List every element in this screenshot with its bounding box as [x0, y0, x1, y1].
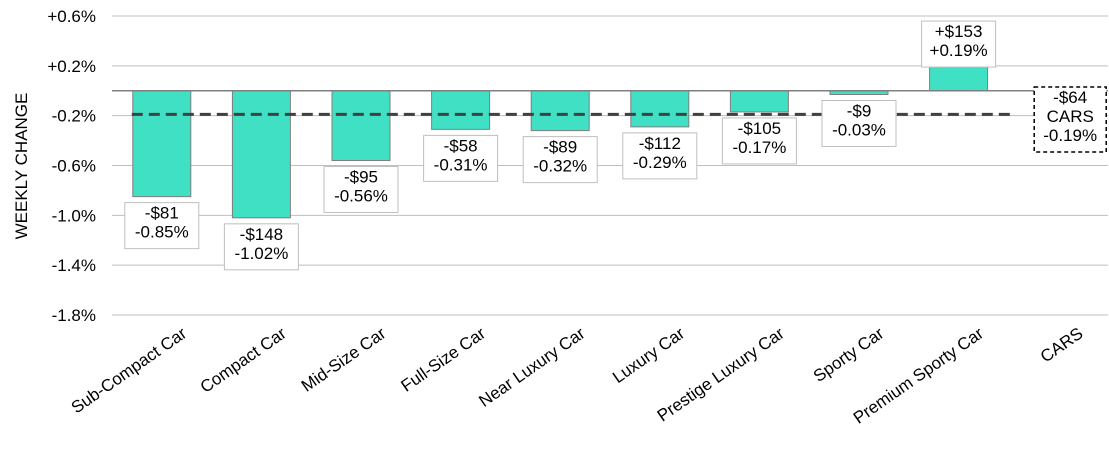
bar [530, 90, 590, 132]
data-labels: -$81-0.85% -$148-1.02% -$95-0.56% -$58-0.31… [124, 20, 1107, 271]
data-label: -$58 [444, 136, 478, 155]
data-label: -0.29% [633, 153, 687, 172]
bar [729, 90, 789, 113]
data-label: -0.31% [434, 155, 488, 174]
y-tick-label: -0.6% [52, 157, 96, 176]
bar [231, 90, 291, 219]
data-label-box [1033, 86, 1107, 153]
y-axis-ticks: +0.6% +0.2% -0.2% -0.6% -1.0% -1.4% -1.8% [47, 7, 96, 325]
bar [929, 66, 989, 92]
y-axis-title: WEEKLY CHANGE [12, 93, 31, 240]
y-tick-label: +0.6% [47, 7, 96, 26]
bars [132, 66, 989, 219]
data-label: -$81 [145, 204, 179, 223]
data-label: -0.03% [832, 120, 886, 139]
data-label: -$89 [543, 138, 577, 157]
y-tick-label: +0.2% [47, 57, 96, 76]
data-label: -$64 [1053, 88, 1087, 107]
data-label-box [124, 202, 200, 250]
data-label: -$112 [639, 134, 681, 153]
y-tick-label: -1.8% [52, 306, 96, 325]
data-label: -$105 [738, 119, 781, 138]
data-label-box [423, 134, 499, 182]
data-label-group: -$112-0.29% [622, 132, 698, 180]
data-label: -0.17% [732, 138, 786, 157]
y-tick-label: -0.2% [52, 107, 96, 126]
data-label: +0.19% [930, 41, 988, 60]
data-label: -0.85% [135, 223, 189, 242]
y-tick-label: -1.4% [52, 256, 96, 275]
data-label: -0.19% [1043, 126, 1097, 145]
bar [630, 90, 690, 128]
data-label-group: -$95-0.56% [323, 166, 399, 214]
data-label: -0.56% [334, 187, 388, 206]
data-label: CARS [1047, 107, 1094, 126]
data-label-group: +$153+0.19% [921, 20, 997, 68]
data-label-group: -$148-1.02% [223, 223, 299, 271]
data-label-group: -$89-0.32% [522, 136, 598, 184]
data-label-box [622, 132, 698, 180]
data-label-box [323, 166, 399, 214]
data-label-box [821, 99, 897, 147]
bar [431, 90, 491, 130]
data-label-box [522, 136, 598, 184]
data-label-group: -$58-0.31% [423, 134, 499, 182]
bar [331, 90, 391, 162]
data-label: +$153 [935, 22, 983, 41]
data-label-box [223, 223, 299, 271]
data-label-box [721, 117, 797, 165]
data-label: -0.32% [533, 157, 587, 176]
data-label: -1.02% [234, 244, 288, 263]
data-label-group: -$81-0.85% [124, 202, 200, 250]
data-label-box [921, 20, 997, 68]
data-label-group: -$9-0.03% [821, 99, 897, 147]
y-tick-label: -1.0% [52, 206, 96, 225]
data-label: -$9 [847, 101, 872, 120]
bar [132, 90, 192, 198]
data-label-group: -$105-0.17% [721, 117, 797, 165]
data-label: -$95 [344, 168, 378, 187]
data-label: -$148 [240, 225, 283, 244]
